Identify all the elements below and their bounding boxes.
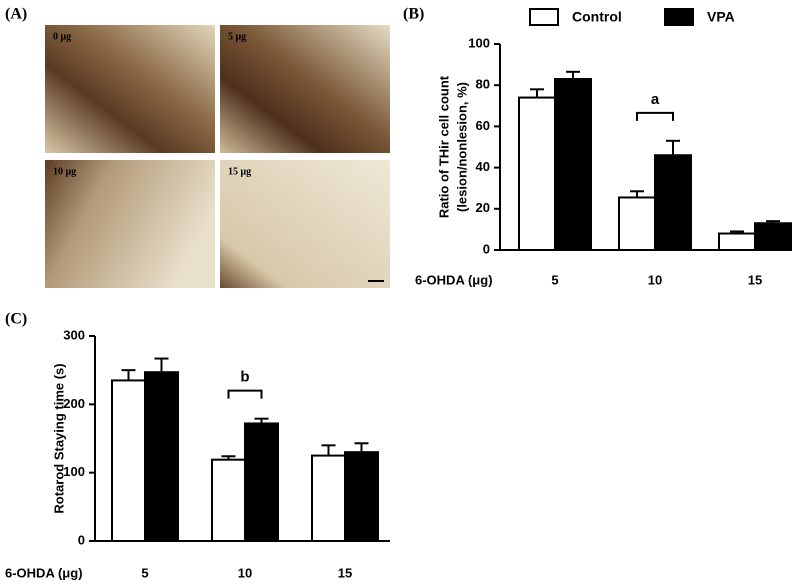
y-tick-label: 60 bbox=[476, 118, 490, 133]
micrograph bbox=[45, 25, 215, 153]
panel-label: (B) bbox=[403, 6, 424, 23]
bar bbox=[144, 371, 179, 543]
y-tick-label: 100 bbox=[468, 35, 490, 50]
y-axis-label: Ratio of THir cell count bbox=[436, 75, 451, 218]
y-tick-label: 0 bbox=[483, 241, 490, 256]
bar bbox=[211, 458, 246, 542]
x-tick-label: 5 bbox=[551, 272, 558, 287]
x-tick-label: 10 bbox=[238, 565, 252, 580]
micrograph-label: 10 μg bbox=[53, 166, 76, 177]
bar bbox=[311, 454, 346, 543]
micrograph-label: 0 μg bbox=[53, 31, 71, 42]
bar bbox=[344, 451, 379, 542]
x-axis-label: 6-OHDA (μg) bbox=[415, 272, 493, 287]
y-tick-label: 80 bbox=[476, 77, 490, 92]
panel-label: (A) bbox=[5, 6, 27, 23]
y-tick-label: 40 bbox=[476, 159, 490, 174]
annotation: b bbox=[240, 369, 249, 386]
x-tick-label: 10 bbox=[648, 272, 662, 287]
panel-label: (C) bbox=[5, 311, 27, 328]
micrograph bbox=[220, 160, 390, 288]
bar bbox=[554, 78, 592, 251]
annotation: a bbox=[651, 91, 660, 108]
legend-swatch bbox=[664, 8, 694, 26]
annotation-bracket bbox=[227, 389, 263, 399]
annotation-bracket bbox=[636, 111, 674, 121]
bar bbox=[111, 379, 146, 542]
legend-label: Control bbox=[572, 9, 622, 25]
legend-swatch bbox=[529, 8, 559, 26]
y-tick-label: 100 bbox=[63, 464, 85, 479]
bar bbox=[244, 422, 279, 543]
y-tick-label: 300 bbox=[63, 327, 85, 342]
micrograph bbox=[220, 25, 390, 153]
bar bbox=[518, 96, 556, 251]
bar bbox=[654, 154, 692, 252]
x-tick-label: 15 bbox=[748, 272, 762, 287]
bar bbox=[618, 196, 656, 251]
micrograph-label: 15 μg bbox=[228, 166, 251, 177]
bar bbox=[754, 222, 792, 252]
micrograph-label: 5 μg bbox=[228, 31, 246, 42]
micrographs: 0 μg 5 μg 10 μg 15 μg bbox=[45, 25, 390, 288]
bar bbox=[718, 232, 756, 252]
micrograph bbox=[45, 160, 215, 288]
y-tick-label: 200 bbox=[63, 396, 85, 411]
x-axis-label: 6-OHDA (μg) bbox=[5, 565, 83, 580]
y-axis-label: (lesion/nonlesion, %) bbox=[454, 82, 469, 212]
legend-label: VPA bbox=[707, 9, 735, 25]
y-tick-label: 20 bbox=[476, 200, 490, 215]
x-tick-label: 15 bbox=[338, 565, 352, 580]
y-axis-label: Rotarod Staying time (s) bbox=[51, 363, 66, 513]
y-tick-label: 0 bbox=[78, 532, 85, 547]
x-tick-label: 5 bbox=[141, 565, 148, 580]
